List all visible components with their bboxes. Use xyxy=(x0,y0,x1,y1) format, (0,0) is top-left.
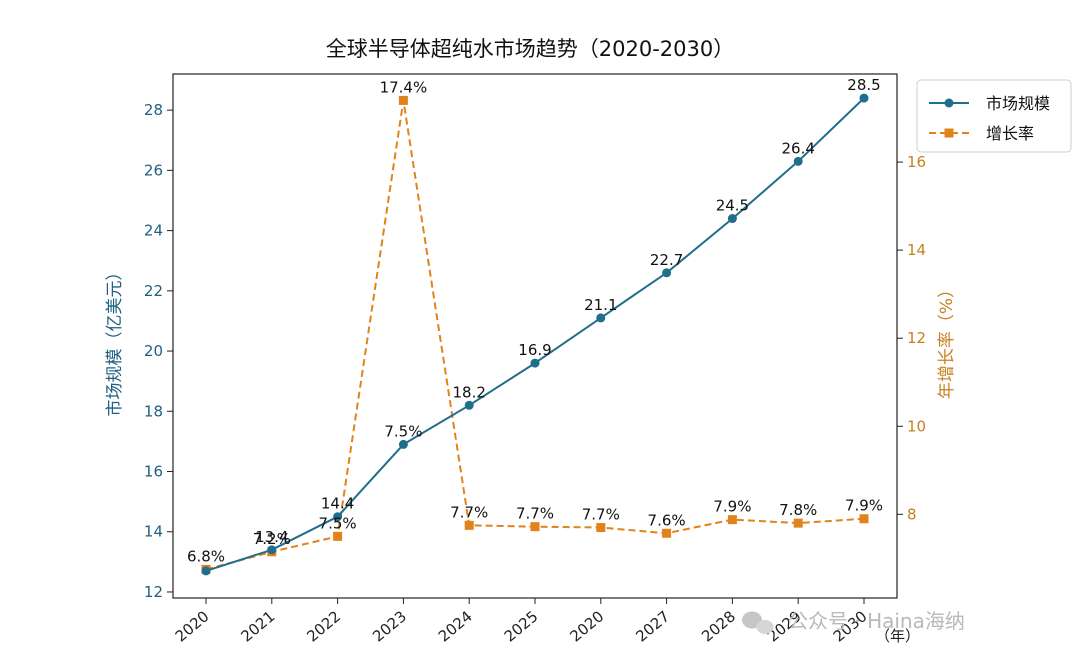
legend-label-market-size: 市场规模 xyxy=(986,94,1050,113)
y-left-tick-label: 14 xyxy=(144,523,163,541)
data-point xyxy=(727,515,737,525)
y-left-tick-label: 20 xyxy=(144,342,163,360)
data-label: 7.8% xyxy=(779,501,817,519)
legend: 市场规模 增长率 xyxy=(916,79,1072,153)
x-unit-label: （年） xyxy=(875,627,920,645)
y-left-tick-label: 24 xyxy=(144,222,163,240)
data-point xyxy=(464,400,474,410)
data-label: 7.7% xyxy=(582,506,620,524)
data-point xyxy=(859,514,869,524)
data-point xyxy=(859,93,869,103)
series-line xyxy=(205,97,865,572)
data-label: 6.8% xyxy=(187,547,225,565)
x-tick-label: 2028 xyxy=(698,607,739,645)
data-point xyxy=(333,531,343,541)
y-right-tick-label: 10 xyxy=(907,417,926,435)
data-point xyxy=(662,528,672,538)
x-tick-label: 2024 xyxy=(435,607,476,645)
series-layer: 6.8% 7.2% 7.5% 17.4% 7.7% 7.7% 7.7% 7.6% 7.9% 7.8… xyxy=(187,76,883,576)
data-label: 7.6% xyxy=(648,511,686,529)
data-label: 7.5% xyxy=(384,422,422,440)
x-tick-label: 2022 xyxy=(303,607,344,645)
x-tick-label: 2021 xyxy=(238,607,279,645)
data-label: 21.1 xyxy=(584,296,617,314)
y-right-tick-label: 14 xyxy=(907,241,926,259)
wechat-icon xyxy=(742,611,774,634)
data-label: 26.4 xyxy=(781,139,814,157)
x-tick-label: 2025 xyxy=(501,607,542,645)
watermark-text: 公众号 · Haina海纳 xyxy=(788,609,965,633)
data-label: 7.5% xyxy=(319,514,357,532)
x-tick-label: 2023 xyxy=(369,607,410,645)
data-point xyxy=(662,268,672,278)
data-point xyxy=(793,156,803,166)
legend-marker-growth-rate xyxy=(944,128,954,138)
data-point xyxy=(201,566,211,576)
y-axis-left-label: 市场规模（亿美元） xyxy=(105,264,125,417)
y-left-tick-label: 16 xyxy=(144,463,163,481)
data-label: 14.4 xyxy=(321,495,354,513)
data-label: 13.4 xyxy=(255,528,288,546)
data-label: 16.9 xyxy=(518,341,551,359)
data-point xyxy=(333,512,343,522)
data-point xyxy=(530,522,540,532)
y-left-tick-label: 12 xyxy=(144,583,163,601)
data-point xyxy=(793,518,803,528)
x-tick-label: 2027 xyxy=(632,607,673,645)
data-point xyxy=(267,545,277,555)
y-axis-right-label: 年增长率（%） xyxy=(937,281,957,399)
data-label: 24.5 xyxy=(716,197,749,215)
data-label: 22.7 xyxy=(650,251,683,269)
data-point xyxy=(596,313,606,323)
y-axis-left: 12 14 16 18 20 22 24 26 28 xyxy=(144,101,173,601)
y-left-tick-label: 22 xyxy=(144,282,163,300)
y-left-tick-label: 28 xyxy=(144,101,163,119)
y-right-tick-label: 8 xyxy=(907,505,917,523)
data-label: 18.2 xyxy=(452,383,485,401)
data-label: 7.2% xyxy=(253,530,291,548)
data-label: 7.9% xyxy=(713,498,751,516)
x-tick-label: 2020 xyxy=(172,607,213,645)
x-tick-label: 2020 xyxy=(567,607,608,645)
data-point xyxy=(596,523,606,533)
data-label: 17.4% xyxy=(380,78,428,96)
chart-title: 全球半导体超纯水市场趋势（2020-2030） xyxy=(326,37,734,61)
legend-marker-market-size xyxy=(944,98,954,108)
data-point xyxy=(530,358,540,368)
data-point xyxy=(398,95,408,105)
data-label: 7.7% xyxy=(450,503,488,521)
data-point xyxy=(727,214,737,224)
data-label: 7.7% xyxy=(516,505,554,523)
watermark: 公众号 · Haina海纳 xyxy=(742,609,965,634)
y-left-tick-label: 26 xyxy=(144,161,163,179)
series-line xyxy=(205,99,865,571)
data-label: 28.5 xyxy=(847,76,880,94)
data-point xyxy=(398,439,408,449)
y-right-tick-label: 16 xyxy=(907,153,926,171)
legend-label-growth-rate: 增长率 xyxy=(986,124,1034,143)
data-point xyxy=(464,520,474,530)
data-label: 7.9% xyxy=(845,497,883,515)
y-right-tick-label: 12 xyxy=(907,329,926,347)
y-left-tick-label: 18 xyxy=(144,402,163,420)
y-axis-right: 8 10 12 14 16 xyxy=(897,153,926,523)
